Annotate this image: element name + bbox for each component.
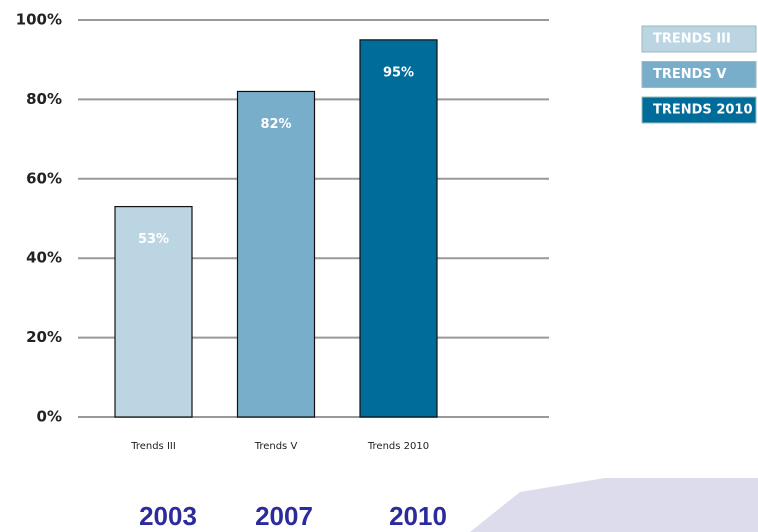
y-tick-label: 100% — [16, 11, 62, 29]
year-label: 2003 — [139, 501, 197, 531]
value-label: 95% — [383, 65, 414, 80]
legend-swatch — [641, 96, 757, 124]
legend-label: TRENDS V — [653, 67, 726, 82]
x-tick-label: Trends III — [130, 441, 176, 452]
value-label: 53% — [138, 232, 169, 247]
legend-swatch — [641, 61, 757, 88]
bar — [114, 205, 193, 418]
y-tick-label: 60% — [26, 169, 62, 187]
x-tick-label: Trends V — [254, 441, 298, 452]
y-tick-label: 0% — [37, 408, 62, 426]
legend-swatch — [641, 25, 757, 53]
y-tick-label: 80% — [26, 90, 62, 108]
year-label: 2010 — [389, 501, 447, 531]
legend-label: TRENDS III — [653, 32, 731, 47]
y-tick-label: 20% — [26, 328, 62, 346]
year-label: 2007 — [255, 501, 313, 531]
x-tick-label: Trends 2010 — [367, 441, 429, 452]
bar — [236, 90, 316, 418]
value-label: 82% — [260, 117, 291, 132]
decoration — [470, 478, 758, 532]
legend-label: TRENDS 2010 — [653, 103, 753, 118]
bar — [359, 39, 438, 418]
y-tick-label: 40% — [26, 249, 62, 267]
